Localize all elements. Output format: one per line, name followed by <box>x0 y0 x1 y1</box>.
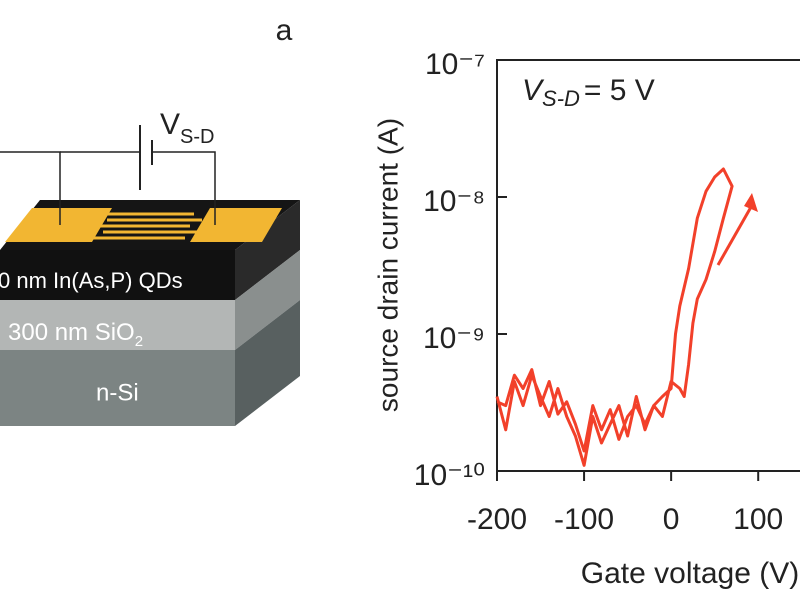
layer-label: 300 nm SiO2 <box>8 319 143 350</box>
arrow <box>716 206 753 266</box>
ann-sub: S-D <box>542 86 580 111</box>
axis-frame <box>496 59 800 472</box>
ann-v: V <box>522 74 545 107</box>
right-electrode <box>190 208 282 242</box>
sio2-text: 300 nm SiO <box>8 319 135 346</box>
device-schematic: VS-D 0 nm In(As,P) QDs 300 nm SiO2 n-Si … <box>0 14 300 426</box>
annotation: VS-D = 5 V <box>522 74 655 111</box>
arrow-head <box>744 193 758 212</box>
layer-label: n-Si <box>96 379 139 406</box>
x-tick-label: -200 <box>467 503 527 536</box>
y-tick-label: 10⁻⁹ <box>423 322 485 355</box>
v: V <box>160 108 180 141</box>
layer-label: 0 nm In(As,P) QDs <box>0 268 183 293</box>
sio2-side <box>235 250 300 350</box>
sio2-layer <box>0 300 235 350</box>
qd-side <box>235 200 300 300</box>
data-line <box>495 167 734 467</box>
x-tick-label: -100 <box>554 503 614 536</box>
si-layer <box>0 350 235 426</box>
wires <box>0 125 216 225</box>
qd-layer <box>0 250 235 300</box>
x-tick-label: 100 <box>733 503 783 536</box>
y-axis-label: source drain current (A) <box>372 118 403 412</box>
x-axis-label: Gate voltage (V) <box>581 557 799 590</box>
ann-rest: = 5 V <box>584 74 655 107</box>
voltage-label: VS-D <box>160 108 214 148</box>
x-tick-label: 0 <box>663 503 680 536</box>
panel-label: a <box>276 14 293 47</box>
v-sub: S-D <box>180 126 214 148</box>
si-side <box>235 300 300 426</box>
y-tick-label: 10⁻⁷ <box>425 48 485 81</box>
sio2-sub: 2 <box>135 333 143 350</box>
fingers <box>90 212 202 240</box>
left-electrode <box>5 208 112 242</box>
y-tick-label: 10⁻⁸ <box>423 185 485 218</box>
y-tick-label: 10⁻¹⁰ <box>414 459 485 492</box>
